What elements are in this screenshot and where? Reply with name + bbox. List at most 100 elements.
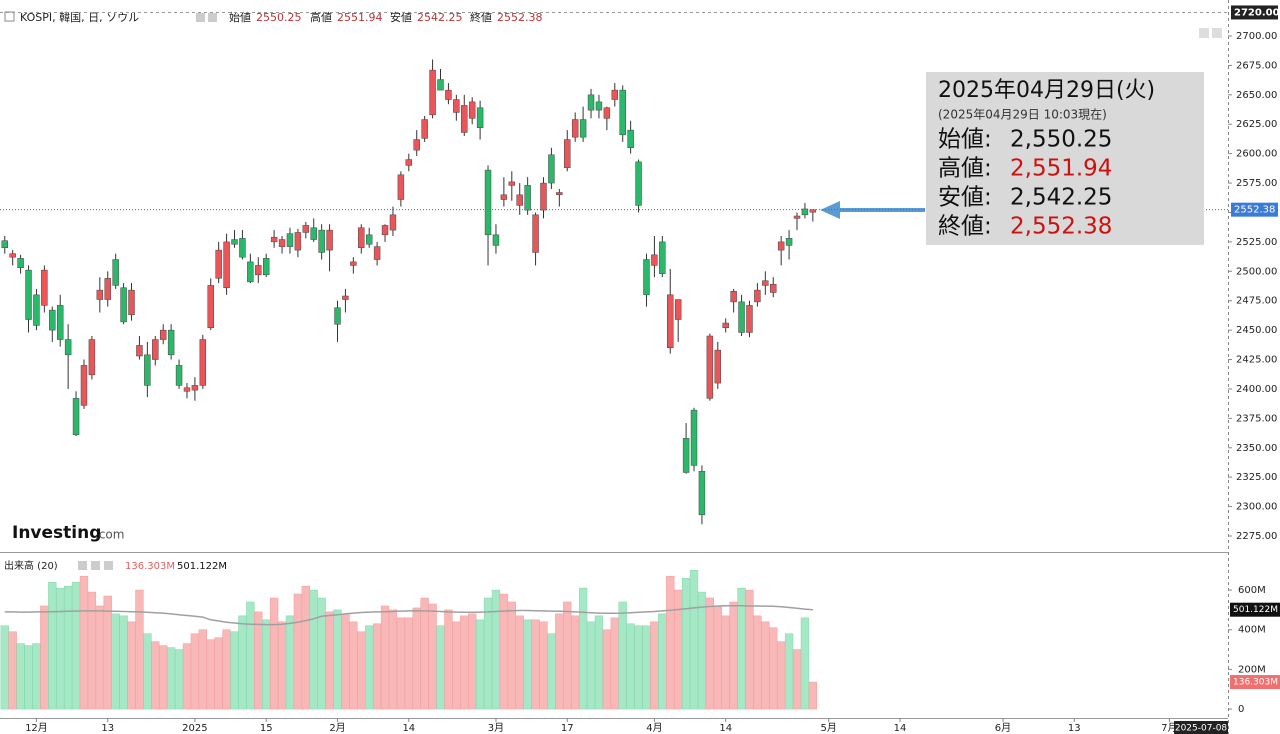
volume-bar — [436, 625, 445, 710]
y-tick-label: 2375.00 — [1236, 413, 1277, 424]
x-tick-label: 15 — [260, 723, 273, 734]
candle-body — [365, 234, 373, 245]
y-tick-label: 2700.00 — [1236, 31, 1277, 42]
volume-bar — [571, 615, 580, 710]
volume-axis-bg — [1230, 675, 1280, 690]
info-box: 2025年04月29日(火) (2025年04月29日 10:03現在) 始値:… — [926, 72, 1204, 245]
candle-body — [730, 291, 737, 303]
close-icon[interactable] — [208, 13, 217, 22]
info-value: 2,542.25 — [1010, 185, 1112, 211]
top-label-bg — [1231, 5, 1278, 20]
info-label: 安値: — [938, 185, 992, 211]
candle-body — [651, 254, 658, 266]
x-tick-label: 2025 — [182, 723, 207, 734]
candle-body — [397, 174, 405, 200]
x-tick-label: 14 — [402, 723, 415, 734]
volume-bar — [753, 615, 762, 710]
volume-tick-label: 400M — [1238, 625, 1266, 636]
volume-bar — [713, 605, 722, 710]
volume-bar — [214, 637, 223, 710]
volume-bar — [309, 589, 318, 710]
legend-icon[interactable] — [104, 561, 113, 570]
volume-bar — [0, 625, 9, 710]
candle-body — [17, 258, 24, 269]
volume-bar — [56, 587, 65, 710]
candle-body — [611, 89, 619, 100]
volume-tick-label: 200M — [1238, 664, 1266, 675]
candle-body — [698, 471, 706, 516]
volume-bar — [507, 601, 516, 710]
volume-bar — [792, 649, 802, 710]
candle-body — [318, 229, 325, 253]
cursor-date-bg — [1174, 721, 1228, 734]
candle-body — [785, 238, 793, 246]
candle-body — [635, 161, 642, 206]
candle-body — [88, 339, 96, 376]
x-tick-label: 5月 — [821, 722, 837, 734]
volume-bar — [71, 581, 81, 710]
last-price-label: 2552.38 — [1234, 205, 1275, 216]
volume-bar — [182, 643, 192, 710]
candle-body — [191, 385, 199, 391]
volume-bar — [349, 621, 358, 710]
volume-bar — [357, 631, 366, 710]
y-tick-label: 2275.00 — [1236, 531, 1277, 542]
y-tick-label: 2525.00 — [1236, 237, 1277, 248]
legend-icon[interactable] — [91, 561, 100, 570]
candle-body — [1, 240, 8, 249]
volume-bar — [103, 595, 112, 710]
info-background — [926, 72, 1204, 245]
candle-body — [643, 259, 650, 296]
high-label: 高値 — [310, 10, 332, 24]
candle-body — [9, 253, 16, 258]
volume-bar — [626, 623, 635, 710]
candle-body — [373, 246, 381, 260]
open-value: 2550.25 — [256, 11, 302, 24]
candle-body — [564, 139, 571, 169]
candle-body — [152, 339, 159, 360]
volume-bar — [222, 629, 231, 710]
candle-body — [120, 287, 127, 323]
volume-bar — [800, 617, 810, 710]
volume-bar — [301, 585, 310, 710]
candle-body — [571, 119, 579, 138]
candle-body — [540, 182, 547, 211]
volume-bar — [674, 589, 683, 710]
open-label: 始値 — [229, 10, 251, 24]
toolbar-icon[interactable] — [1199, 28, 1209, 38]
candle-body — [690, 409, 698, 466]
cursor-date: 2025-07-08 — [1175, 724, 1228, 734]
volume-bar — [491, 589, 501, 710]
info-label: 終値: — [938, 214, 992, 240]
volume-bar — [721, 615, 730, 710]
x-tick-label: 3月 — [488, 722, 504, 734]
toolbar-icon[interactable] — [1212, 28, 1222, 38]
top-label: 2720.00 — [1234, 7, 1280, 18]
candle-body — [603, 107, 611, 119]
candle-body — [746, 305, 753, 333]
volume-bar — [547, 633, 556, 710]
low-value: 2542.25 — [417, 11, 463, 24]
volume-bar — [808, 681, 818, 710]
volume-bar — [412, 607, 421, 710]
legend-icon[interactable] — [78, 561, 87, 570]
candle-body — [468, 101, 476, 119]
candle-body — [667, 294, 674, 349]
volume-bar — [365, 625, 374, 710]
volume-bar — [452, 621, 461, 710]
volume-bar — [650, 621, 659, 710]
candle-body — [104, 278, 111, 300]
volume-bar — [515, 615, 524, 710]
collapse-icon[interactable] — [4, 11, 15, 22]
volume-bar — [563, 601, 572, 710]
settings-icon[interactable] — [196, 13, 205, 22]
candle-body — [682, 438, 690, 473]
info-value: 2,552.38 — [1010, 214, 1112, 240]
volume-ma-line — [4, 605, 813, 626]
volume-bar — [135, 589, 144, 710]
volume-bar — [697, 591, 707, 710]
candle-body — [96, 289, 104, 300]
volume-bar — [388, 609, 398, 710]
volume-bar — [40, 605, 49, 710]
candle-body — [777, 241, 785, 251]
